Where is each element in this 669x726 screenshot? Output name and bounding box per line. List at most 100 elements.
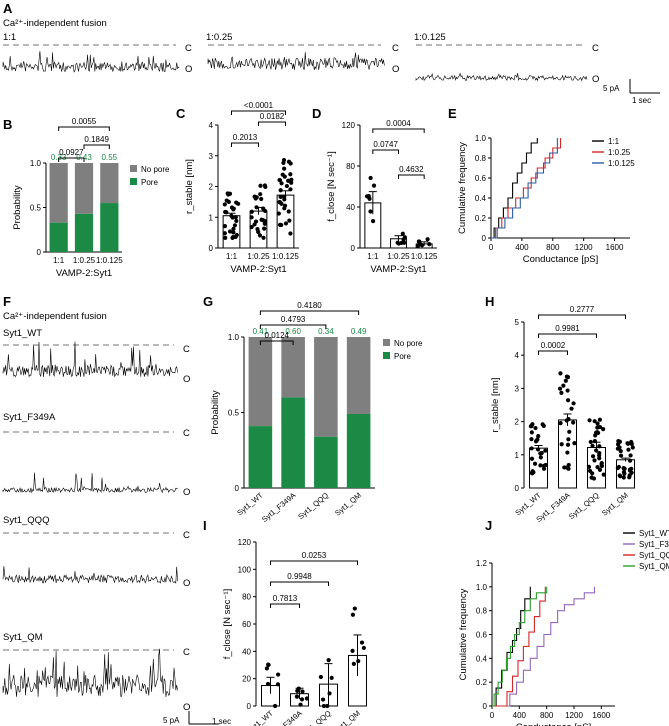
- data-point: [227, 229, 233, 234]
- current-trace: [2, 51, 180, 73]
- x-axis-label: VAMP-2:Syt1: [230, 264, 286, 275]
- data-point: [630, 445, 635, 450]
- legend-label-pore: Pore: [394, 352, 411, 361]
- y-tick-label: 120: [342, 121, 356, 130]
- data-point: [565, 398, 571, 403]
- data-point: [223, 235, 228, 240]
- data-point: [427, 242, 432, 247]
- pore-value-label: 0.41: [253, 327, 269, 336]
- legend-label: 1:0.125: [608, 159, 635, 168]
- bar-pore: [74, 213, 94, 252]
- p-value-label: 0.4793: [281, 315, 306, 324]
- data-point: [592, 439, 598, 444]
- y-tick-label: 0: [482, 234, 487, 243]
- data-point: [597, 456, 602, 461]
- data-point: [567, 429, 572, 434]
- data-point: [356, 659, 361, 664]
- trace-label-1-1: 1:1: [3, 32, 16, 43]
- x-tick-label: 1600: [592, 711, 610, 720]
- significance-bracket: [259, 340, 294, 345]
- data-point: [294, 694, 300, 699]
- data-point: [565, 388, 570, 393]
- y-tick-label: 4: [209, 121, 214, 130]
- significance-bracket: [270, 560, 358, 565]
- data-point: [352, 606, 357, 611]
- data-point: [275, 682, 281, 687]
- data-point: [535, 447, 541, 452]
- panel-a-title: Ca²⁺-independent fusion: [3, 18, 107, 29]
- x-tick-label: 400: [515, 243, 529, 252]
- bar-pore: [346, 414, 371, 488]
- current-trace: [2, 472, 178, 494]
- data-point: [625, 441, 630, 446]
- data-point: [222, 231, 227, 236]
- data-point: [318, 674, 323, 680]
- data-point: [565, 442, 571, 447]
- data-point: [559, 442, 564, 447]
- cdf-line-1: [492, 586, 596, 707]
- data-point: [535, 437, 540, 442]
- y-tick-label: 0: [247, 702, 252, 711]
- y-axis-label: f_close [N sec⁻¹]: [222, 589, 233, 659]
- y-tick-label: 0: [351, 244, 356, 253]
- data-point: [597, 444, 602, 449]
- panel-letter-A: A: [3, 1, 13, 16]
- x-tick-label: 1200: [565, 711, 583, 720]
- legend-swatch-no-pore: [130, 165, 137, 172]
- x-axis-label: Conductance [pS]: [523, 254, 599, 265]
- x-axis-label: Conductance [pS]: [516, 722, 592, 726]
- p-value-label: 0.4632: [399, 165, 424, 174]
- data-point: [283, 221, 289, 226]
- data-point: [289, 180, 294, 185]
- data-point: [278, 188, 283, 193]
- data-point: [249, 215, 254, 220]
- data-point: [277, 177, 282, 183]
- data-point: [626, 447, 631, 452]
- y-tick-label: 1: [515, 451, 520, 460]
- y-tick-label: 0.4: [476, 654, 488, 663]
- data-point: [257, 233, 263, 238]
- data-point: [249, 209, 254, 214]
- cdf-line-0: [491, 138, 538, 239]
- data-point: [532, 461, 538, 466]
- y-tick-label: 0.2: [475, 214, 487, 223]
- y-tick-label: 1.0: [30, 159, 42, 168]
- y-tick-label: 60: [242, 620, 251, 629]
- legend-label: Syt1_QQQ: [639, 551, 669, 560]
- y-tick-label: 1.2: [476, 559, 488, 568]
- data-point: [222, 223, 228, 229]
- panel-letter-D: D: [312, 106, 321, 121]
- trace-label-wt: Syt1_WT: [3, 328, 42, 339]
- data-point: [350, 648, 355, 654]
- data-point: [287, 218, 292, 223]
- panel-letter-G: G: [203, 294, 213, 309]
- bar-pore: [248, 426, 273, 488]
- data-point: [234, 218, 239, 224]
- data-point: [571, 420, 576, 425]
- x-tick-label: Syt1_QM: [332, 709, 362, 726]
- p-value-label: 0.0055: [72, 117, 97, 126]
- x-tick-label: 800: [546, 243, 560, 252]
- data-point: [627, 458, 633, 463]
- data-point: [618, 474, 623, 479]
- scale-current-label: 5 pA: [603, 84, 620, 93]
- y-tick-label: 80: [346, 162, 355, 171]
- y-axis-label: Cumulative frequency: [457, 142, 468, 234]
- data-point: [249, 224, 254, 230]
- data-point: [224, 210, 229, 215]
- data-point: [601, 472, 606, 477]
- data-point: [559, 390, 564, 395]
- data-point: [538, 451, 543, 456]
- data-point: [538, 463, 543, 468]
- closed-label: C: [183, 428, 190, 439]
- legend-label: Syt1_F349A: [639, 540, 669, 549]
- p-value-label: 0.0747: [373, 140, 398, 149]
- legend-swatch-pore: [383, 352, 390, 359]
- data-point: [229, 213, 234, 218]
- data-point: [401, 237, 406, 242]
- data-point: [298, 702, 303, 707]
- data-point: [320, 697, 326, 702]
- data-point: [262, 208, 268, 214]
- data-point: [359, 640, 365, 645]
- data-point: [592, 419, 597, 424]
